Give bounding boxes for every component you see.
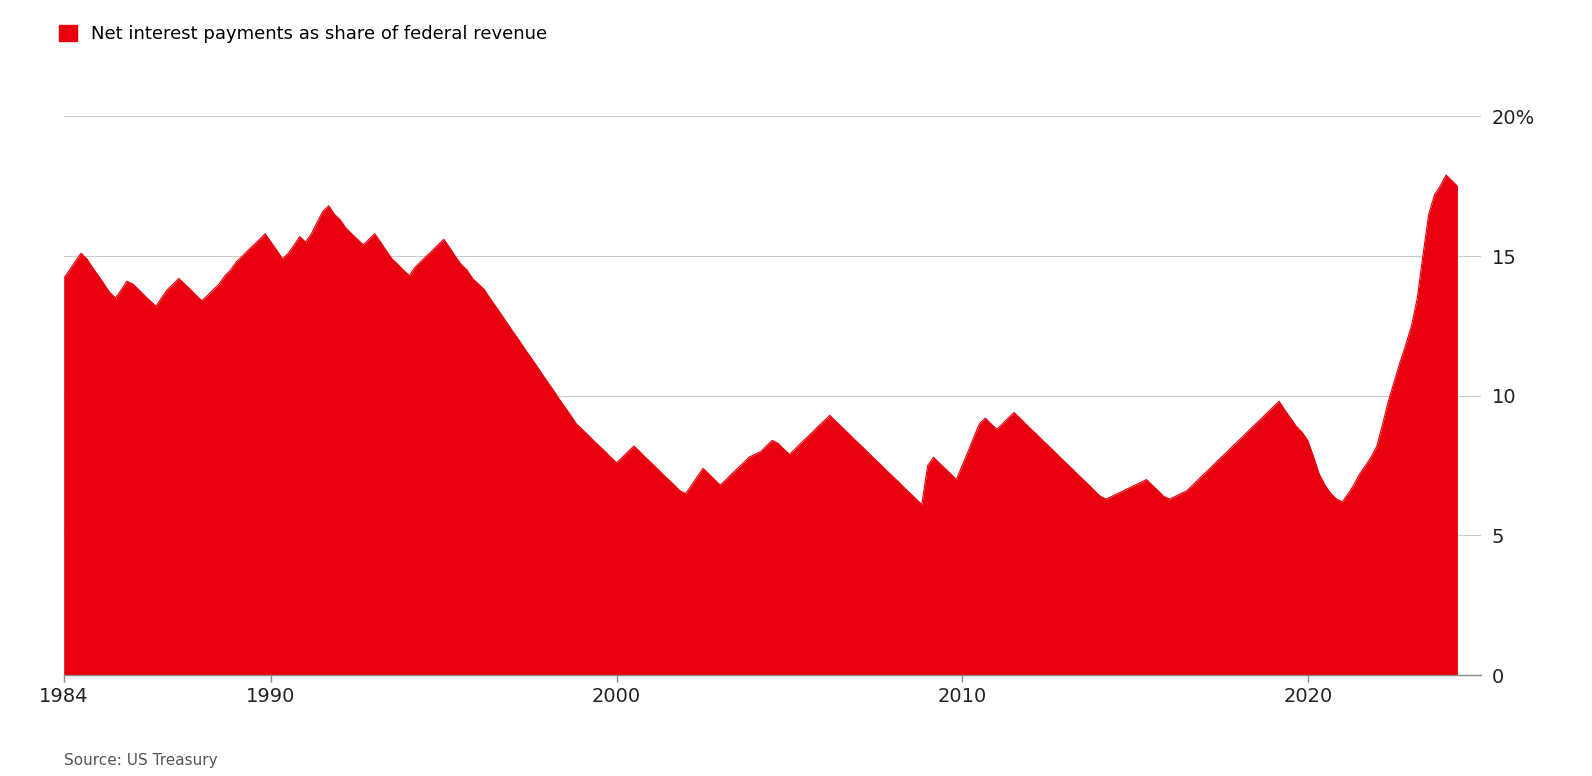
Legend: Net interest payments as share of federal revenue: Net interest payments as share of federa…	[59, 25, 548, 43]
Text: Source: US Treasury: Source: US Treasury	[64, 753, 217, 768]
